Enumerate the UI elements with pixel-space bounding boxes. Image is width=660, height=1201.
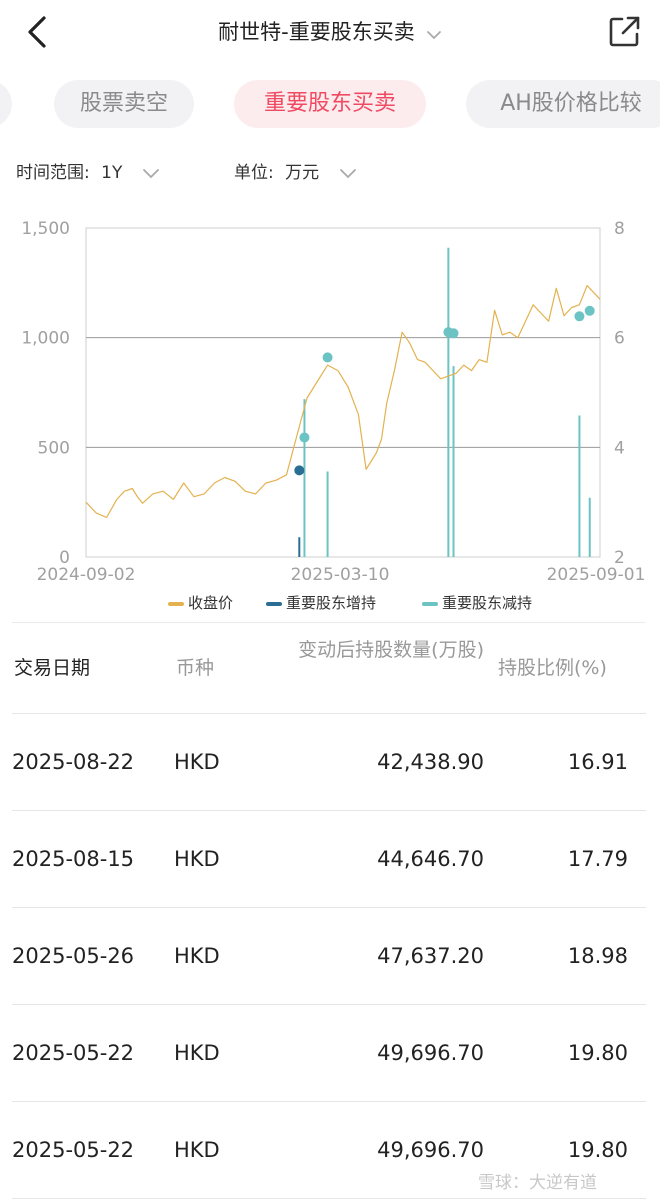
- unit-filter[interactable]: 单位: 万元: [234, 158, 357, 183]
- x-tick-label: 2024-09-02: [37, 565, 136, 585]
- col-header-shares: 变动后持股数量(万股): [298, 639, 484, 661]
- cell-currency: HKD: [174, 847, 220, 871]
- filter-bar: 时间范围: 1Y 单位: 万元: [0, 158, 660, 190]
- cell-shares: 49,696.70: [377, 1138, 484, 1162]
- trade-marker: [584, 305, 595, 316]
- col-header-currency: 币种: [175, 657, 214, 679]
- table-body: 2025-08-22 HKD 42,438.90 16.91 2025-08-15 HKD…: [0, 714, 660, 1199]
- chevron-down-icon: [339, 169, 356, 179]
- cell-ratio: 18.98: [567, 944, 628, 968]
- share-external-icon: [609, 16, 640, 47]
- watermark: 雪球：大逆有道: [478, 1173, 597, 1193]
- page-title: 耐世特-重要股东买卖: [218, 20, 415, 44]
- table-row[interactable]: 2025-05-22 HKD 49,696.70 19.80: [12, 1005, 646, 1102]
- time-range-value: 1Y: [101, 163, 123, 183]
- legend-item-decrease: 重要股东减持: [422, 592, 532, 613]
- plot-frame: [85, 227, 601, 558]
- cell-date: 2025-05-22: [12, 1138, 135, 1162]
- cell-date: 2025-05-26: [12, 944, 135, 968]
- legend-label: 收盘价: [188, 594, 234, 612]
- table-row[interactable]: 2025-08-15 HKD 44,646.70 17.79: [12, 811, 646, 908]
- time-range-filter[interactable]: 时间范围: 1Y: [16, 158, 160, 183]
- tab-hidden-left[interactable]: [0, 80, 12, 128]
- title-dropdown[interactable]: 耐世特-重要股东买卖: [0, 16, 660, 46]
- chart-legend: 收盘价 重要股东增持 重要股东减持: [0, 592, 660, 618]
- trade-marker: [322, 352, 333, 363]
- cell-ratio: 17.79: [567, 847, 628, 871]
- chevron-left-icon: [28, 16, 46, 48]
- price-chart: 0 2 500 4 1,000 6 1,500 8 2024-09-02 2025-03-10 20…: [21, 219, 646, 585]
- trade-marker: [294, 465, 305, 476]
- left-tick-label: 0: [59, 548, 70, 568]
- trade-marker: [299, 432, 310, 443]
- right-tick-label: 4: [614, 438, 625, 458]
- chevron-down-icon: [142, 169, 159, 179]
- table-row[interactable]: 2025-08-22 HKD 42,438.90 16.91: [12, 714, 646, 811]
- time-range-label: 时间范围:: [16, 163, 90, 183]
- table-row[interactable]: 2025-05-22 HKD 49,696.70 19.80: [12, 1102, 646, 1199]
- unit-label: 单位:: [234, 163, 274, 183]
- right-tick-label: 6: [614, 329, 625, 349]
- cell-shares: 44,646.70: [377, 847, 484, 871]
- legend-swatch: [266, 601, 282, 606]
- trade-marker: [574, 311, 585, 322]
- tab-short-selling[interactable]: 股票卖空: [54, 80, 194, 128]
- cell-currency: HKD: [174, 1041, 220, 1065]
- left-tick-label: 500: [38, 438, 70, 458]
- cell-shares: 42,438.90: [377, 750, 484, 774]
- legend-item-close-price: 收盘价: [168, 592, 233, 613]
- cell-date: 2025-08-22: [12, 750, 135, 774]
- cell-shares: 47,637.20: [377, 944, 484, 968]
- cell-currency: HKD: [174, 750, 220, 774]
- cell-shares: 49,696.70: [377, 1041, 484, 1065]
- cell-date: 2025-05-22: [12, 1041, 135, 1065]
- cell-currency: HKD: [174, 944, 220, 968]
- header-bar: 耐世特-重要股东买卖: [0, 0, 660, 64]
- chevron-down-icon: [426, 30, 441, 39]
- back-button[interactable]: [18, 12, 58, 52]
- legend-swatch: [168, 601, 184, 606]
- legend-swatch: [422, 601, 438, 606]
- left-tick-label: 1,500: [21, 219, 70, 239]
- legend-label: 重要股东减持: [442, 594, 533, 612]
- unit-value: 万元: [285, 163, 320, 183]
- left-tick-label: 1,000: [21, 329, 70, 349]
- x-tick-label: 2025-03-10: [291, 565, 390, 585]
- col-header-ratio: 持股比例(%): [498, 657, 607, 679]
- tab-strip: 股票卖空 重要股东买卖 AH股价格比较: [0, 80, 660, 130]
- cell-ratio: 16.91: [567, 750, 628, 774]
- cell-ratio: 19.80: [567, 1041, 628, 1065]
- share-button[interactable]: [604, 12, 644, 52]
- cell-date: 2025-08-15: [12, 847, 135, 871]
- legend-item-increase: 重要股东增持: [266, 592, 376, 613]
- x-tick-label: 2025-09-01: [547, 565, 646, 585]
- col-header-date: 交易日期: [14, 657, 91, 679]
- cell-currency: HKD: [174, 1138, 220, 1162]
- legend-label: 重要股东增持: [286, 594, 377, 612]
- tab-ah-price-compare[interactable]: AH股价格比较: [466, 80, 660, 128]
- right-tick-label: 8: [614, 219, 625, 239]
- cell-ratio: 19.80: [567, 1138, 628, 1162]
- tab-major-shareholder-trades[interactable]: 重要股东买卖: [234, 80, 426, 128]
- table-row[interactable]: 2025-05-26 HKD 47,637.20 18.98: [12, 908, 646, 1005]
- trade-marker: [448, 328, 459, 339]
- close-price-line: [85, 285, 601, 519]
- right-tick-label: 2: [614, 548, 625, 568]
- shareholder-trades-table: 交易日期 币种 变动后持股数量(万股) 持股比例(%) 2025-08-22 HK…: [0, 622, 660, 1199]
- table-header: 交易日期 币种 变动后持股数量(万股) 持股比例(%): [12, 622, 646, 714]
